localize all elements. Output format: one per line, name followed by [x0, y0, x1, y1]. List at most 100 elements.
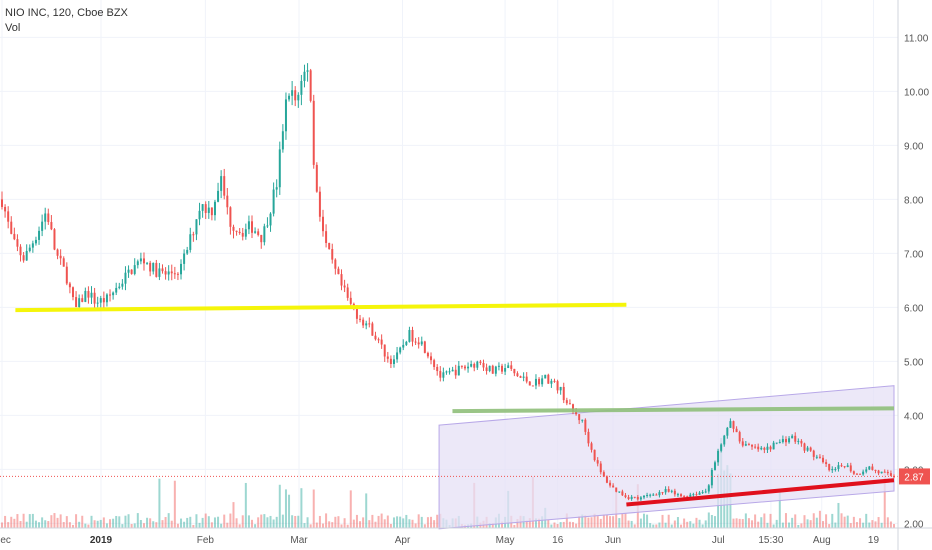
- volume-bar: [263, 514, 266, 528]
- volume-bar: [766, 522, 769, 528]
- volume-bar: [747, 518, 750, 528]
- volume-bar: [359, 521, 362, 528]
- candle-body: [747, 444, 750, 446]
- candle-body: [4, 206, 7, 212]
- volume-bar: [769, 513, 772, 528]
- volume-bar: [642, 513, 645, 528]
- candle-body: [683, 496, 686, 498]
- candle-body: [513, 368, 516, 374]
- candle-body: [309, 70, 312, 101]
- volume-bar: [763, 513, 766, 528]
- candle-body: [855, 473, 858, 475]
- candle-body: [646, 495, 649, 497]
- candle-body: [423, 341, 426, 353]
- candle-body: [238, 231, 241, 233]
- candle-body: [448, 371, 451, 373]
- time-axis[interactable]: Dec 2019 Feb Mar Apr May 16 Jun Jul 15:30 Aug 19: [0, 527, 932, 546]
- candle-body: [528, 381, 531, 386]
- candle-body: [797, 440, 800, 442]
- volume-bar: [25, 521, 28, 528]
- candle-body: [587, 431, 590, 444]
- volume-bar: [596, 516, 599, 528]
- candle-body: [399, 347, 402, 353]
- volume-bar: [618, 518, 621, 528]
- volume-bar: [362, 517, 365, 528]
- volume-label: Vol: [5, 22, 21, 34]
- price-tick-label-8: 10.00: [904, 87, 929, 98]
- price-channel[interactable]: [438, 385, 895, 530]
- volume-bar: [621, 513, 624, 528]
- candle-body: [201, 204, 204, 211]
- volume-bar: [68, 522, 71, 528]
- candle-body: [584, 419, 587, 432]
- volume-bar: [627, 520, 630, 528]
- volume-bar: [528, 518, 531, 528]
- volume-bar: [562, 521, 565, 528]
- volume-bar: [4, 515, 7, 528]
- price-tick-label-0: 2.00: [904, 519, 924, 530]
- candle-body: [491, 365, 494, 374]
- candle-body: [213, 201, 216, 216]
- drawn-trendlines[interactable]: [15, 302, 895, 507]
- volume-bar: [229, 513, 232, 528]
- volume-bar: [744, 513, 747, 528]
- volume-bar: [871, 520, 874, 528]
- volume-bar: [806, 519, 809, 528]
- time-tick-label-9: 15:30: [758, 535, 783, 546]
- candle-body: [380, 339, 383, 345]
- volume-bar: [587, 517, 590, 528]
- volume-bar: [556, 524, 559, 528]
- candle-body: [281, 131, 284, 150]
- candle-body: [433, 360, 436, 367]
- volume-bar: [534, 518, 537, 528]
- volume-bar: [284, 489, 287, 528]
- time-tick-label-3: Mar: [290, 535, 308, 546]
- candle-body: [303, 71, 306, 81]
- candle-body: [781, 439, 784, 443]
- volume-bar: [430, 516, 433, 528]
- volume-bar: [19, 521, 22, 528]
- candle-body: [538, 378, 541, 385]
- candle-body: [291, 90, 294, 96]
- candle-body: [568, 403, 571, 405]
- candle-body: [383, 344, 386, 357]
- volume-bar: [241, 515, 244, 528]
- volume-bar: [698, 519, 701, 528]
- volume-bar: [735, 518, 738, 528]
- candle-body: [439, 371, 442, 378]
- candle-body: [220, 176, 223, 191]
- time-tick-label-7: Jun: [605, 535, 621, 546]
- candle-body: [713, 462, 716, 470]
- volume-bar: [389, 523, 392, 528]
- candle-body: [649, 494, 652, 496]
- candle-body: [161, 268, 164, 272]
- candle-body: [519, 376, 522, 378]
- volume-bar: [396, 516, 399, 528]
- candle-body: [146, 262, 149, 264]
- volume-bar: [10, 516, 13, 528]
- volume-bar: [880, 522, 883, 528]
- candle-body: [701, 492, 704, 494]
- volume-bar: [695, 517, 698, 528]
- volume-bar: [53, 513, 56, 528]
- candle-body: [735, 428, 738, 433]
- candle-body: [300, 80, 303, 95]
- volume-bar: [321, 523, 324, 528]
- volume-bar: [121, 524, 124, 528]
- volume-bar: [133, 523, 136, 528]
- candle-body: [778, 442, 781, 444]
- volume-bar: [646, 514, 649, 528]
- volume-bar: [683, 518, 686, 528]
- volume-bar: [834, 522, 837, 528]
- volume-bar: [288, 494, 291, 528]
- price-axis[interactable]: 2.003.004.005.006.007.008.009.0010.0011.…: [897, 0, 930, 550]
- volume-bar: [553, 522, 556, 528]
- candle-body: [470, 363, 473, 367]
- candle-body: [374, 335, 377, 340]
- volume-bar: [266, 517, 269, 528]
- volume-bar: [862, 522, 865, 528]
- candle-body: [167, 271, 170, 275]
- candle-body: [328, 242, 331, 250]
- volume-bar: [797, 524, 800, 528]
